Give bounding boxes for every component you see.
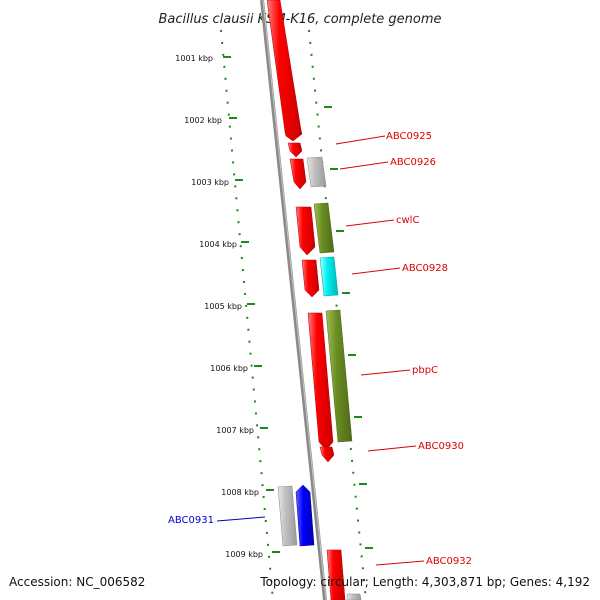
gene-arrow-7[interactable]	[319, 446, 335, 463]
left-tick-track	[220, 29, 274, 600]
leader-line	[351, 267, 401, 275]
gene-block-gray-1[interactable]	[306, 156, 327, 188]
gene-arrow-1[interactable]	[266, 0, 303, 142]
gene-block-olive-1[interactable]	[313, 202, 335, 254]
accession-text: Accession: NC_006582	[9, 575, 145, 589]
tick-label-1003: 1003 kbp	[191, 178, 229, 187]
gene-label-pbpC[interactable]: pbpC	[412, 365, 438, 376]
leader-line	[335, 135, 386, 145]
gene-arrow-5[interactable]	[301, 259, 320, 298]
gene-block-cyan[interactable]	[319, 256, 339, 297]
gene-leaders	[216, 135, 425, 566]
tick-label-1004: 1004 kbp	[199, 240, 237, 249]
leader-line	[216, 516, 266, 522]
tick-label-1009: 1009 kbp	[225, 550, 263, 559]
gene-label-ABC0930[interactable]: ABC0930	[418, 441, 464, 452]
gene-arrow-3[interactable]	[289, 158, 307, 190]
gene-arrow-blue[interactable]	[295, 484, 315, 547]
gene-label-ABC0928[interactable]: ABC0928	[402, 263, 448, 274]
kbp-ticks: 1001 kbp 1002 kbp 1003 kbp 1004 kbp 1005…	[175, 54, 373, 559]
gene-arrow-6[interactable]	[307, 312, 334, 451]
tick-label-1005: 1005 kbp	[204, 302, 242, 311]
gene-labels: ABC0925 ABC0926 cwlC ABC0928 pbpC ABC093…	[168, 131, 472, 567]
gene-arrow-2[interactable]	[287, 142, 303, 158]
gene-block-gray-3[interactable]	[346, 593, 362, 600]
gene-label-ABC0931[interactable]: ABC0931	[168, 515, 214, 526]
leader-line	[367, 445, 417, 452]
gene-arrow-4[interactable]	[295, 206, 316, 256]
gene-label-ABC0925[interactable]: ABC0925	[386, 131, 432, 142]
gene-features	[266, 0, 362, 600]
gene-label-ABC0932[interactable]: ABC0932	[426, 556, 472, 567]
gene-arrow-8[interactable]	[326, 549, 346, 600]
leader-line	[345, 219, 395, 227]
tick-label-1006: 1006 kbp	[210, 364, 248, 373]
tick-label-1007: 1007 kbp	[216, 426, 254, 435]
tick-label-1002: 1002 kbp	[184, 116, 222, 125]
genome-title: Bacillus clausii KSM-K16, complete genom…	[158, 12, 441, 27]
gene-block-olive-2[interactable]	[325, 309, 353, 443]
tick-label-1001: 1001 kbp	[175, 54, 213, 63]
leader-line	[339, 161, 389, 170]
gene-block-gray-2[interactable]	[277, 485, 298, 547]
gene-label-ABC0926[interactable]: ABC0926	[390, 157, 436, 168]
sequence-backbone	[260, 0, 327, 600]
genome-summary-text: Topology: circular; Length: 4,303,871 bp…	[259, 575, 590, 589]
sequence-backbone-highlight	[262, 0, 327, 600]
gene-label-cwlC[interactable]: cwlC	[396, 215, 419, 226]
leader-line	[375, 560, 425, 566]
tick-label-1008: 1008 kbp	[221, 488, 259, 497]
leader-line	[360, 369, 411, 376]
